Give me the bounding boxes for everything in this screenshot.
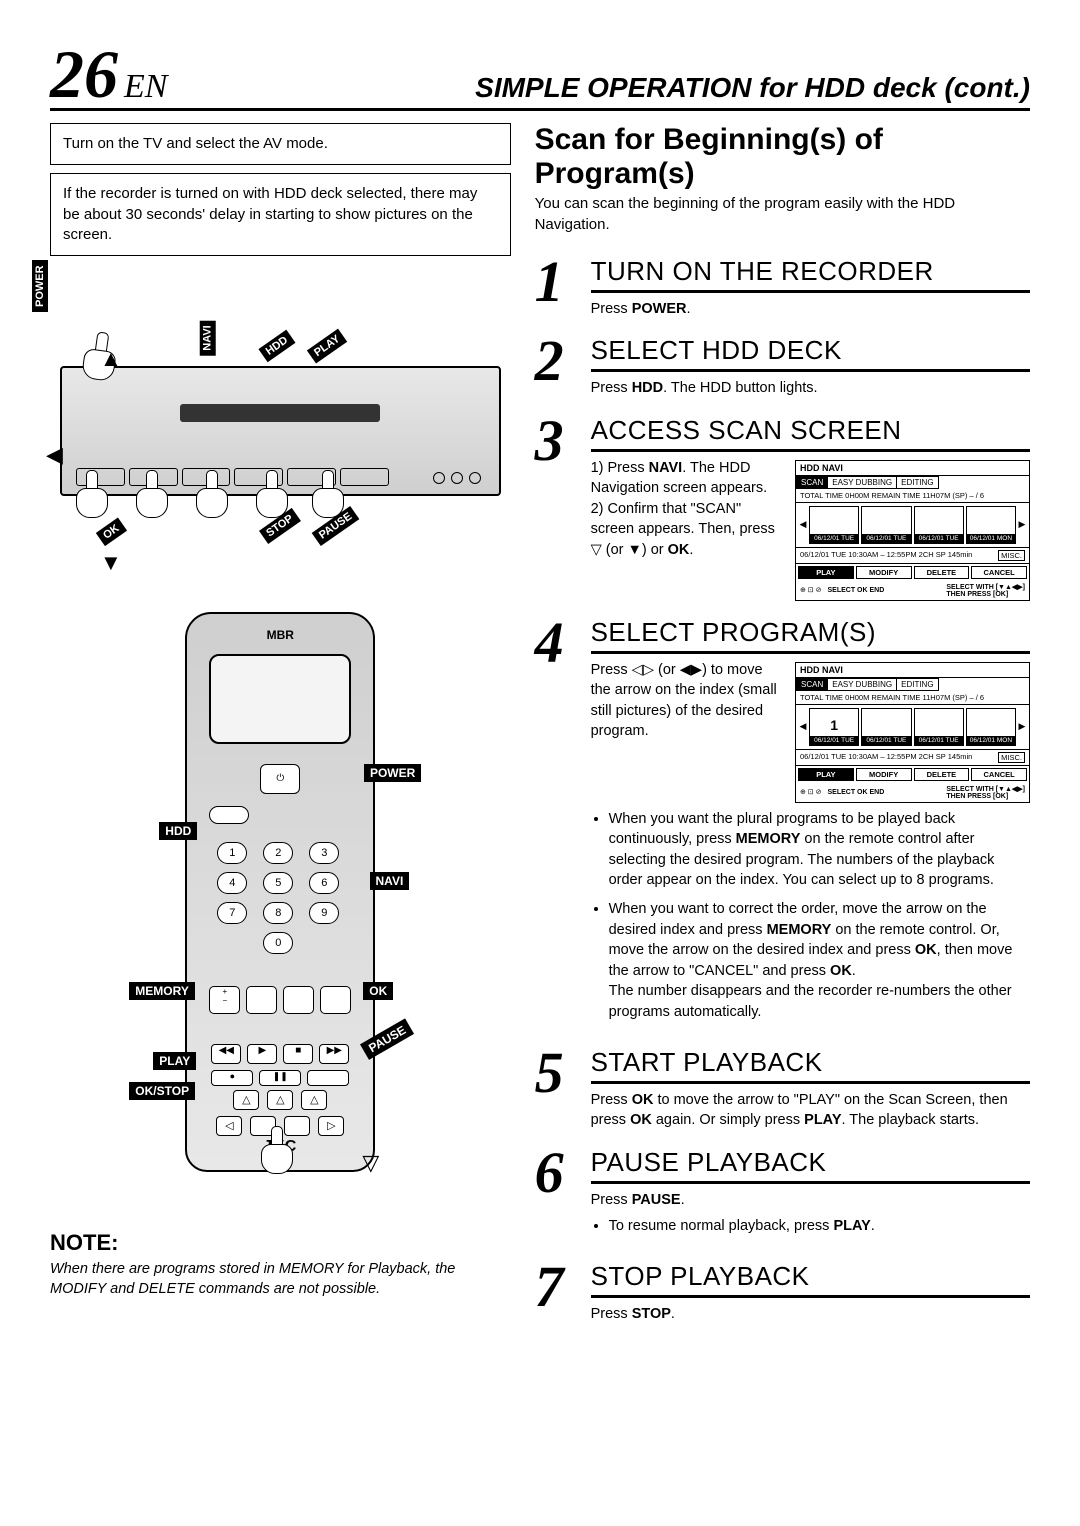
remote-keypad: 1 2 3 4 5 6 7 8 9 0 [217, 842, 347, 954]
step-4: 4 SELECT PROGRAM(S) Press ◁▷ (or ◀▶) to mo… [535, 615, 1030, 1031]
step-title: SELECT HDD DECK [591, 335, 1030, 372]
step-7: 7 STOP PLAYBACK Press STOP. [535, 1259, 1030, 1325]
step-title: STOP PLAYBACK [591, 1261, 1030, 1298]
remote-label-hdd: HDD [159, 822, 197, 840]
remote-label-pause: PAUSE [360, 1018, 414, 1060]
key-7: 7 [217, 902, 247, 924]
section-sub: You can scan the beginning of the progra… [535, 194, 1030, 235]
page-title: SIMPLE OPERATION for HDD deck (cont.) [475, 72, 1030, 104]
page-header: 26 EN SIMPLE OPERATION for HDD deck (con… [50, 40, 1030, 111]
remote-label-memory: MEMORY [129, 982, 195, 1000]
remote-top-brand: MBR [187, 628, 373, 642]
deck-label-play: PLAY [307, 328, 348, 363]
instruction-box-2: If the recorder is turned on with HDD de… [50, 173, 511, 256]
right-column: Scan for Beginning(s) of Program(s) You … [535, 123, 1030, 1338]
hdd-navi-panel: HDD NAVI SCANEASY DUBBINGEDITING TOTAL T… [795, 662, 1030, 803]
step-title: ACCESS SCAN SCREEN [591, 415, 1030, 452]
section-title: Scan for Beginning(s) of Program(s) [535, 123, 1030, 190]
step-number: 7 [535, 1259, 579, 1325]
step-text-after: When you want the plural programs to be … [591, 809, 1030, 1023]
deck-label-hdd: HDD [258, 330, 295, 363]
page-number: 26 [50, 40, 118, 108]
note-body: When there are programs stored in MEMORY… [50, 1260, 511, 1299]
deck-illustration: POWER NAVI HDD PLAY OK STOP PAUSE ▲ ◀ ▼ [50, 282, 511, 582]
instruction-box-1: Turn on the TV and select the AV mode. [50, 123, 511, 165]
key-9: 9 [309, 902, 339, 924]
page-lang: EN [124, 68, 167, 106]
remote-label-ok: OK [363, 982, 393, 1000]
step-1: 1 TURN ON THE RECORDER Press POWER. [535, 254, 1030, 320]
key-8: 8 [263, 902, 293, 924]
step-title: TURN ON THE RECORDER [591, 256, 1030, 293]
step-2: 2 SELECT HDD DECK Press HDD. The HDD butto… [535, 333, 1030, 399]
step-title: START PLAYBACK [591, 1047, 1030, 1084]
step-text: 1) Press NAVI. The HDD Navigation screen… [591, 458, 783, 561]
step-number: 4 [535, 615, 579, 1031]
step-text: Press POWER. [591, 299, 1030, 320]
key-5: 5 [263, 872, 293, 894]
step-number: 3 [535, 413, 579, 601]
key-0: 0 [263, 932, 293, 954]
step-number: 1 [535, 254, 579, 320]
key-6: 6 [309, 872, 339, 894]
step-text: Press OK to move the arrow to "PLAY" on … [591, 1090, 1030, 1131]
deck-label-ok: OK [96, 518, 127, 546]
remote-label-play: PLAY [153, 1052, 196, 1070]
remote-label-navi: NAVI [370, 872, 410, 890]
step-text: Press HDD. The HDD button lights. [591, 378, 1030, 399]
remote-illustration: MBR ⏻ 1 2 3 4 5 6 7 8 9 0 [50, 612, 511, 1202]
step-6: 6 PAUSE PLAYBACK Press PAUSE.To resume nor… [535, 1145, 1030, 1245]
step-5: 5 START PLAYBACK Press OK to move the arro… [535, 1045, 1030, 1131]
step-text: Press STOP. [591, 1304, 1030, 1325]
key-3: 3 [309, 842, 339, 864]
step-title: SELECT PROGRAM(S) [591, 617, 1030, 654]
step-title: PAUSE PLAYBACK [591, 1147, 1030, 1184]
step-number: 5 [535, 1045, 579, 1131]
remote-label-power: POWER [364, 764, 421, 782]
remote-label-okstop: OK/STOP [129, 1082, 195, 1100]
hdd-navi-panel: HDD NAVI SCANEASY DUBBINGEDITING TOTAL T… [795, 460, 1030, 601]
note-heading: NOTE: [50, 1230, 511, 1256]
key-4: 4 [217, 872, 247, 894]
deck-label-navi: NAVI [200, 320, 216, 355]
step-number: 6 [535, 1145, 579, 1245]
step-text: Press PAUSE.To resume normal playback, p… [591, 1190, 1030, 1237]
step-number: 2 [535, 333, 579, 399]
key-1: 1 [217, 842, 247, 864]
left-column: Turn on the TV and select the AV mode. I… [50, 123, 511, 1338]
step-text: Press ◁▷ (or ◀▶) to move the arrow on th… [591, 660, 783, 742]
deck-label-power: POWER [32, 260, 48, 312]
key-2: 2 [263, 842, 293, 864]
step-3: 3 ACCESS SCAN SCREEN 1) Press NAVI. The HD… [535, 413, 1030, 601]
